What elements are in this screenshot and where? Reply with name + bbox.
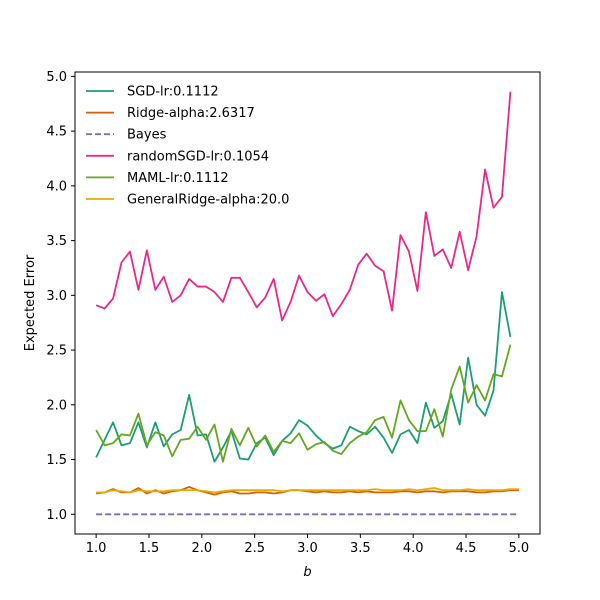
x-tick-label: 1.5 [139, 541, 160, 556]
y-tick-label: 3.5 [46, 234, 67, 249]
series-line-1 [96, 486, 519, 496]
series-line-0 [95, 291, 512, 463]
y-tick-label: 1.0 [46, 508, 67, 523]
legend-label-4: MAML-lr:0.1112 [127, 171, 229, 186]
x-tick-label: 2.0 [191, 541, 212, 556]
x-tick-label: 3.0 [297, 541, 318, 556]
y-tick-label: 2.5 [46, 344, 67, 359]
axis-ticks: 1.0 1.5 2.0 2.5 3.0 3.5 4.0 4.5 5.0 1.0 1.5 2.0 2.5 3… [46, 70, 529, 556]
legend-label-3: randomSGD-lr:0.1054 [127, 149, 269, 164]
legend: SGD-lr:0.1112 Ridge-alpha:2.6317 Bayes rand… [86, 85, 289, 208]
legend-label-5: GeneralRidge-alpha:20.0 [127, 193, 289, 208]
x-tick-label: 2.5 [244, 541, 265, 556]
y-tick-label: 4.5 [46, 125, 67, 140]
x-tick-label: 3.5 [350, 541, 371, 556]
legend-label-2: Bayes [127, 128, 167, 143]
series-line-5 [96, 487, 519, 494]
x-axis-label: b [303, 565, 311, 580]
y-axis-label: Expected Error [23, 254, 38, 351]
x-tick-label: 4.0 [403, 541, 424, 556]
y-tick-label: 1.5 [46, 453, 67, 468]
series-line-4 [95, 344, 512, 463]
x-tick-label: 5.0 [509, 541, 530, 556]
legend-label-0: SGD-lr:0.1112 [127, 85, 219, 100]
series-layer [95, 91, 519, 516]
y-tick-label: 2.0 [46, 398, 67, 413]
y-tick-label: 3.0 [46, 289, 67, 304]
x-tick-label: 4.5 [456, 541, 477, 556]
y-tick-label: 4.0 [46, 179, 67, 194]
series-line-3 [95, 91, 512, 322]
x-tick-label: 1.0 [86, 541, 107, 556]
y-tick-label: 5.0 [46, 70, 67, 85]
legend-label-1: Ridge-alpha:2.6317 [127, 106, 255, 121]
